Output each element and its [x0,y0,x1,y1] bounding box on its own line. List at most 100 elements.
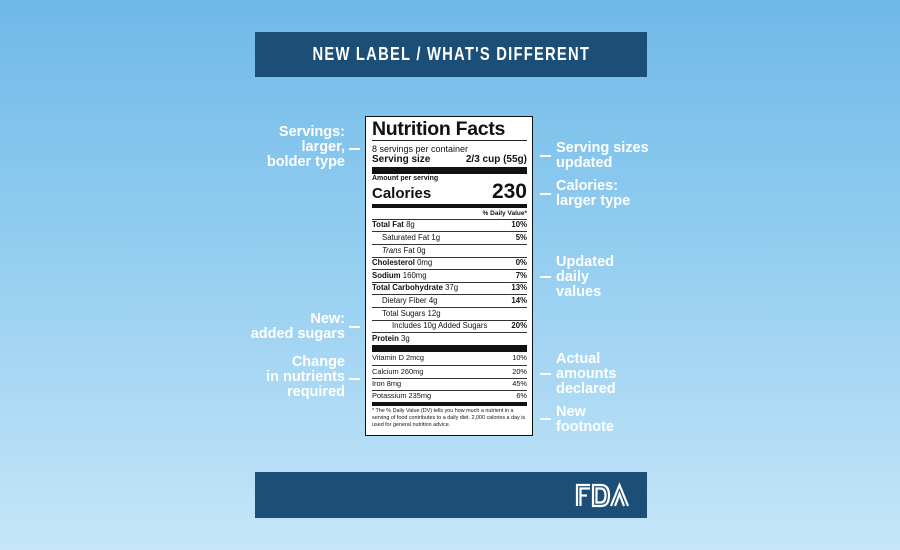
annotation-amounts-declared: Actual amounts declared [556,352,686,397]
vitamin-row: Vitamin D 2mcg 10% [372,353,527,365]
nutrient-row: Protein 3g [372,332,527,345]
annotation-tick [540,155,551,157]
vitamin-name: Calcium 260mg [372,366,424,376]
servings-per-container: 8 servings per container [372,143,469,154]
annotation-line: New [556,404,586,420]
nutrient-dv: 14% [511,295,527,305]
annotation-line: in nutrients [266,369,345,385]
annotation-line: larger, [301,139,345,155]
nutrient-amount: 0mg [417,258,433,268]
annotation-line: bolder type [266,154,345,170]
nutrient-name: Dietary Fiber [382,295,427,305]
calories-value: 230 [491,180,527,204]
annotation-daily-values: Updated daily values [556,255,686,300]
nutrient-amount: Fat 0g [403,245,426,255]
annotation-line: larger type [556,193,631,209]
annotation-tick [349,378,360,380]
nutrient-amount: 8g [406,220,415,230]
annotation-nutrients-required: Change in nutrients required [220,355,345,400]
nutrient-dv: 0% [515,258,527,268]
annotation-tick [540,418,551,420]
nutrient-row: Cholesterol 0mg 0% [372,256,527,270]
nutrient-name: Total Sugars [382,308,426,318]
nutrient-amount: 12g [427,308,441,318]
fda-logo-icon [575,482,630,508]
banner-title: NEW LABEL / WHAT'S DIFFERENT [312,44,590,64]
medium-divider [372,204,527,209]
nutrient-amount: 3g [401,333,410,343]
label-title: Nutrition Facts [372,118,506,140]
vitamin-name: Vitamin D 2mcg [372,353,425,363]
nutrient-name: Includes 10g Added Sugars [392,321,488,331]
divider [372,139,527,141]
vitamin-row: Calcium 260mg 20% [372,365,527,377]
nutrient-row: Dietary Fiber 4g 14% [372,294,527,307]
vitamin-name: Iron 8mg [372,379,402,389]
annotation-line: footnote [556,419,614,435]
nutrient-row: Saturated Fat 1g 5% [372,231,527,244]
annotation-line: daily [556,269,590,285]
annotation-calories: Calories: larger type [556,179,686,209]
annotation-line: required [286,384,345,400]
footer-banner [255,472,647,518]
vitamin-row: Iron 8mg 45% [372,377,527,390]
nutrient-row: Trans Fat 0g [372,244,527,257]
calories-row: Calories 230 [372,181,527,202]
annotation-line: updated [556,155,613,171]
nutrient-row: Sodium 160mg 7% [372,269,527,282]
annotation-line: Actual [556,351,601,367]
label-footnote: * The % Daily Value (DV) tells you how m… [372,408,526,428]
nutrient-dv: 20% [511,321,527,331]
nutrient-row: Total Sugars 12g [372,307,527,320]
serving-size-label: Serving size [372,153,431,165]
serving-size-row: Serving size 2/3 cup (55g) [372,154,527,166]
nutrient-amount: 1g [431,232,441,242]
annotation-tick [349,148,360,150]
nutrition-facts-label: Nutrition Facts 8 servings per container… [365,116,533,436]
nutrient-dv: 13% [511,283,527,293]
nutrient-name: Protein [372,333,399,343]
nutrient-dv: 10% [511,220,527,230]
annotation-line: declared [556,381,616,397]
vitamin-row: Potassium 235mg 6% [372,389,527,402]
thick-divider [372,344,527,352]
annotation-line: Serving sizes [556,140,649,156]
nutrient-row: Includes 10g Added Sugars 20% [372,319,527,333]
vitamin-name: Potassium 235mg [372,391,432,401]
nutrient-name: Sodium [372,270,401,280]
annotation-line: values [556,284,602,300]
vitamin-dv: 10% [512,353,527,363]
amount-per-serving: Amount per serving [372,175,439,183]
title-banner: NEW LABEL / WHAT'S DIFFERENT [255,32,647,77]
calories-label: Calories [372,185,432,203]
nutrient-name: Saturated Fat [382,232,430,242]
nutrient-name: Total Carbohydrate [372,283,443,293]
annotation-tick [540,373,551,375]
nutrient-name: Cholesterol [372,258,415,268]
annotation-line: added sugars [250,326,345,342]
nutrient-name: Total Fat [372,220,404,230]
annotation-tick [540,276,551,278]
nutrient-row: Total Fat 8g 10% [372,218,527,232]
nutrient-amount: 160mg [402,270,427,280]
nutrient-amount: 4g [428,295,438,305]
annotation-tick [540,193,551,195]
annotation-line: New: [310,311,345,327]
nutrient-name: Trans [382,245,402,255]
vitamin-dv: 6% [516,391,527,401]
nutrient-row: Total Carbohydrate 37g 13% [372,281,527,295]
annotation-serving-sizes: Serving sizes updated [556,141,686,171]
annotation-line: amounts [556,366,617,382]
vitamin-dv: 45% [512,379,527,389]
annotation-line: Change [291,354,345,370]
nutrient-amount: 37g [445,283,459,293]
thick-divider [372,167,527,175]
serving-size-value: 2/3 cup (55g) [465,153,527,165]
annotation-line: Calories: [556,178,619,194]
annotation-servings: Servings: larger, bolder type [230,125,345,170]
annotation-line: Servings: [278,124,345,140]
annotation-line: Updated [556,254,614,270]
nutrient-dv: 5% [515,232,527,242]
annotation-footnote: New footnote [556,405,686,435]
daily-value-header: % Daily Value* [482,210,527,218]
